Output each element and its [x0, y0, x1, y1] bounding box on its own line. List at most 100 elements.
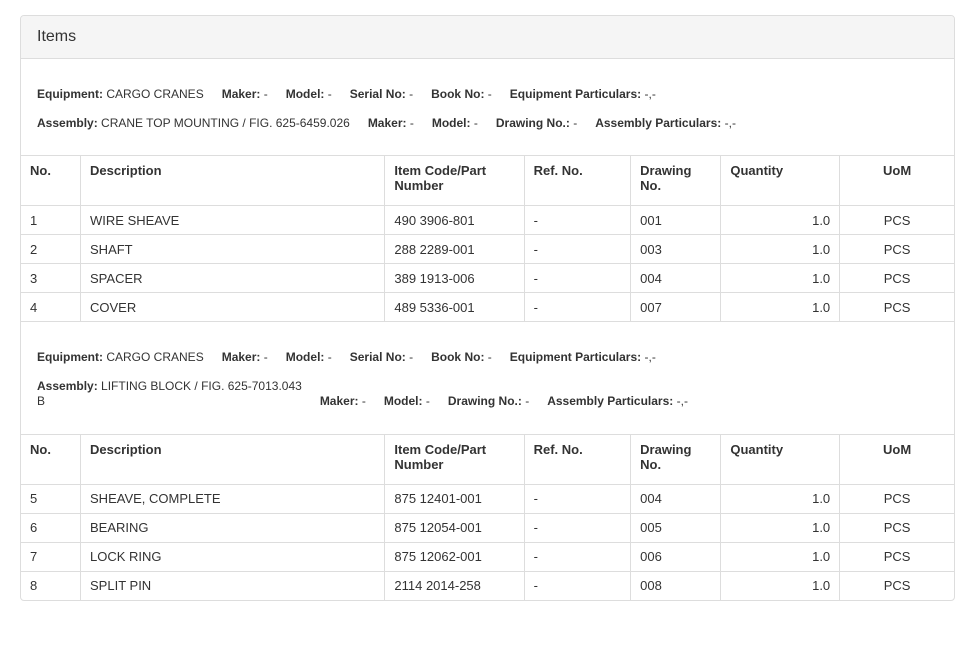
info-field: Drawing No.: -: [496, 116, 577, 132]
cell-no: 6: [21, 512, 82, 543]
info-field: Equipment Particulars: -,-: [510, 350, 656, 366]
cell-description: SHAFT: [80, 234, 386, 265]
info-field: Equipment: CARGO CRANES: [37, 350, 204, 366]
cell-ref-no: -: [523, 234, 632, 265]
table-row: 5 SHEAVE, COMPLETE 875 12401-001-004 1.0 PCS: [21, 483, 954, 514]
field-value: CARGO CRANES: [106, 87, 204, 101]
field-label: Equipment Particulars:: [509, 350, 642, 365]
info-field: Maker: -: [320, 394, 366, 410]
cell-uom: PCS: [839, 541, 954, 572]
panel-title: Items: [21, 16, 954, 59]
field-label: Book No:: [431, 350, 485, 365]
field-label: Serial No:: [349, 350, 406, 365]
section-crane-top-mounting: Equipment: CARGO CRANES Maker: - Model: -S…: [21, 59, 954, 323]
field-value: -: [327, 350, 332, 365]
field-value: -: [425, 394, 430, 409]
cell-uom: PCS: [839, 483, 954, 514]
field-label: Model:: [285, 350, 325, 365]
info-field: Model: -: [286, 87, 332, 103]
column-header-description: Description: [80, 155, 386, 207]
info-field: Assembly Particulars: -,-: [547, 394, 688, 410]
cell-ref-no: -: [523, 541, 632, 572]
field-value: CRANE TOP MOUNTING / FIG. 625-6459.026: [101, 115, 350, 130]
cell-uom: PCS: [839, 570, 954, 600]
cell-item-code: 875 12401-001: [384, 483, 525, 514]
cell-description: SPLIT PIN: [80, 570, 386, 600]
field-label: Maker:: [319, 394, 359, 409]
cell-no: 4: [21, 292, 82, 323]
cell-description: COVER: [80, 292, 386, 323]
column-header-quantity: Quantity: [720, 155, 841, 207]
field-label: Maker:: [221, 87, 261, 101]
field-label: Maker:: [367, 115, 407, 130]
cell-ref-no: -: [523, 205, 632, 236]
field-value: -,-: [644, 87, 656, 101]
cell-description: SPACER: [80, 263, 386, 294]
field-label: Assembly Particulars:: [547, 394, 674, 409]
cell-item-code: 875 12054-001: [384, 512, 525, 543]
table-header: No. Description Item Code/Part Number Ref. …: [21, 433, 954, 485]
cell-drawing-no: 001: [630, 205, 722, 236]
info-field: Maker: -: [222, 350, 268, 366]
column-header-uom: UoM: [839, 433, 954, 485]
field-value: -,-: [724, 115, 736, 130]
table-header-row: No. Description Item Code/Part Number Ref. …: [21, 155, 954, 207]
table-row: 6 BEARING 875 12054-001-005 1.0 PCS: [21, 512, 954, 543]
cell-quantity: 1.0: [720, 292, 841, 323]
cell-description: SHEAVE, COMPLETE: [80, 483, 386, 514]
table-row: 4 COVER 489 5336-001-007 1.0 PCS: [21, 292, 954, 323]
field-label: Drawing No.:: [495, 115, 570, 130]
info-field: Book No: -: [431, 87, 492, 103]
info-field: Equipment Particulars: -,-: [510, 87, 656, 103]
cell-description: WIRE SHEAVE: [80, 205, 386, 236]
field-value: LIFTING BLOCK / FIG. 625-7013.043 B: [37, 378, 302, 409]
cell-drawing-no: 008: [630, 570, 722, 600]
field-value: -: [473, 115, 478, 130]
cell-item-code: 389 1913-006: [384, 263, 525, 294]
table-row: 2 SHAFT 288 2289-001-003 1.0 PCS: [21, 234, 954, 265]
equipment-assembly-info: Equipment: CARGO CRANES Maker: - Model: -S…: [21, 322, 954, 434]
field-value: -,-: [644, 350, 656, 365]
info-field: Assembly: CRANE TOP MOUNTING / FIG. 625-…: [37, 116, 350, 132]
info-field: Assembly: LIFTING BLOCK / FIG. 625-7013.…: [37, 379, 302, 410]
field-value: -: [327, 87, 332, 101]
field-value: CARGO CRANES: [106, 350, 204, 365]
cell-quantity: 1.0: [720, 483, 841, 514]
column-header-drawing-no: Drawing No.: [630, 433, 722, 485]
cell-no: 2: [21, 234, 82, 265]
cell-description: LOCK RING: [80, 541, 386, 572]
cell-drawing-no: 004: [630, 263, 722, 294]
column-header-drawing-no: Drawing No.: [630, 155, 722, 207]
cell-item-code: 2114 2014-258: [384, 570, 525, 600]
field-label: Assembly:: [37, 378, 98, 393]
table-row: 8 SPLIT PIN 2114 2014-258-008 1.0 PCS: [21, 570, 954, 600]
field-value: -: [525, 394, 530, 409]
cell-no: 1: [21, 205, 82, 236]
info-field: Model: -: [384, 394, 430, 410]
info-field: Serial No: -: [350, 350, 413, 366]
column-header-no: No.: [21, 433, 82, 485]
cell-no: 8: [21, 570, 82, 600]
cell-item-code: 288 2289-001: [384, 234, 525, 265]
field-label: Assembly Particulars:: [595, 115, 722, 130]
cell-uom: PCS: [839, 512, 954, 543]
field-label: Model:: [431, 115, 471, 130]
equipment-info-line: Equipment: CARGO CRANES Maker: - Model: - S…: [37, 350, 938, 366]
cell-uom: PCS: [839, 263, 954, 294]
field-label: Drawing No.:: [447, 394, 522, 409]
field-value: -: [409, 87, 414, 101]
cell-ref-no: -: [523, 483, 632, 514]
info-field: Model: -: [432, 116, 478, 132]
field-label: Equipment Particulars:: [509, 87, 642, 101]
column-header-ref-no: Ref. No.: [523, 155, 632, 207]
field-label: Book No:: [431, 87, 485, 101]
cell-quantity: 1.0: [720, 512, 841, 543]
cell-ref-no: -: [523, 512, 632, 543]
cell-drawing-no: 005: [630, 512, 722, 543]
cell-description: BEARING: [80, 512, 386, 543]
table-row: 7 LOCK RING 875 12062-001-006 1.0 PCS: [21, 541, 954, 572]
info-field: Equipment: CARGO CRANES: [37, 87, 204, 103]
items-table: No. Description Item Code/Part Number Ref. …: [21, 433, 954, 600]
equipment-assembly-info: Equipment: CARGO CRANES Maker: - Model: -S…: [21, 59, 954, 155]
info-field: Drawing No.: -: [448, 394, 529, 410]
